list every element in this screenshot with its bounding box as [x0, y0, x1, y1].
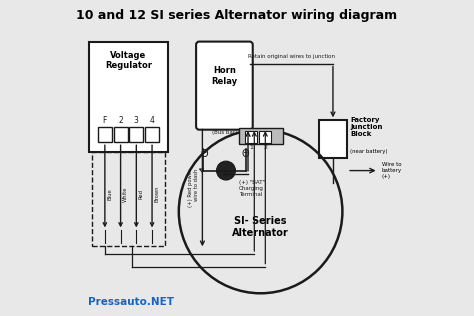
Text: SI- Series
Alternator: SI- Series Alternator [232, 216, 289, 238]
Text: Θ: Θ [200, 149, 208, 159]
Bar [319, 120, 347, 158]
Text: Wire to
battery
(+): Wire to battery (+) [382, 162, 402, 179]
Text: 1: 1 [249, 145, 253, 150]
Text: 2: 2 [264, 145, 267, 150]
Text: Brown: Brown [155, 186, 160, 203]
Text: Horn
Relay: Horn Relay [211, 66, 237, 86]
FancyBboxPatch shape [196, 42, 253, 130]
Text: 3: 3 [134, 116, 139, 125]
Text: Red: Red [139, 189, 144, 199]
Text: (+) "BAT"
Charging
Terminal: (+) "BAT" Charging Terminal [238, 180, 264, 197]
Text: (near battery): (near battery) [350, 149, 388, 154]
Text: 10 and 12 SI series Alternator wiring diagram: 10 and 12 SI series Alternator wiring di… [76, 9, 398, 21]
Text: Retain original wires to junction: Retain original wires to junction [248, 54, 335, 59]
Bar [89, 42, 168, 152]
Text: Voltage
Regulator: Voltage Regulator [105, 51, 152, 70]
Text: (+) Red power
wire to dash: (+) Red power wire to dash [189, 169, 199, 207]
Bar [238, 128, 283, 144]
Text: 4: 4 [150, 116, 155, 125]
Bar [259, 131, 271, 143]
Text: Factory
Junction
Block: Factory Junction Block [350, 117, 383, 137]
Text: F: F [103, 116, 107, 125]
Bar [113, 126, 128, 142]
Text: Θ: Θ [241, 149, 249, 159]
Bar [245, 131, 257, 143]
Text: 2: 2 [118, 116, 123, 125]
Bar [92, 152, 164, 246]
Bar [129, 126, 144, 142]
Text: Pressauto.NET: Pressauto.NET [88, 297, 173, 307]
Bar [98, 126, 112, 142]
Text: (Bus bar): (Bus bar) [212, 130, 237, 135]
Text: Blue: Blue [108, 188, 112, 200]
Circle shape [217, 161, 236, 180]
Text: White: White [123, 186, 128, 202]
Bar [145, 126, 159, 142]
